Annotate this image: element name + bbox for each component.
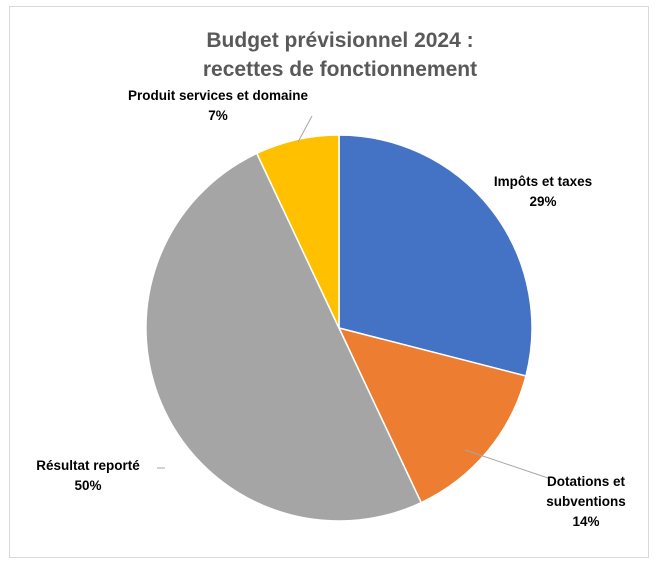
leader-line-1	[464, 449, 549, 479]
slice-percent-label-2: 50%	[74, 478, 101, 493]
slice-name-label-1: Dotations et	[547, 474, 626, 489]
slice-name-label-1: subventions	[546, 494, 626, 509]
chart-title-line-2: recettes de fonctionnement	[203, 58, 477, 81]
pie-slice-0	[338, 134, 533, 377]
pie-slice-3	[255, 134, 340, 329]
leader-line-3	[297, 115, 313, 143]
slice-percent-label-0: 29%	[529, 194, 556, 209]
leader-lines	[157, 115, 549, 479]
slice-name-label-3: Produit services et domaine	[128, 88, 309, 103]
slice-percent-label-1: 14%	[572, 514, 599, 529]
pie-slice-1	[337, 326, 527, 504]
slice-name-label-2: Résultat reporté	[36, 458, 140, 473]
slice-percent-label-3: 7%	[208, 108, 228, 123]
pie-slices	[145, 134, 533, 522]
slice-name-label-0: Impôts et taxes	[494, 174, 592, 189]
chart-title-line-1: Budget prévisionnel 2024 :	[206, 29, 473, 52]
pie-slice-2	[145, 152, 423, 522]
slice-labels: Impôts et taxes 29% Dotations et subvention…	[36, 88, 626, 529]
